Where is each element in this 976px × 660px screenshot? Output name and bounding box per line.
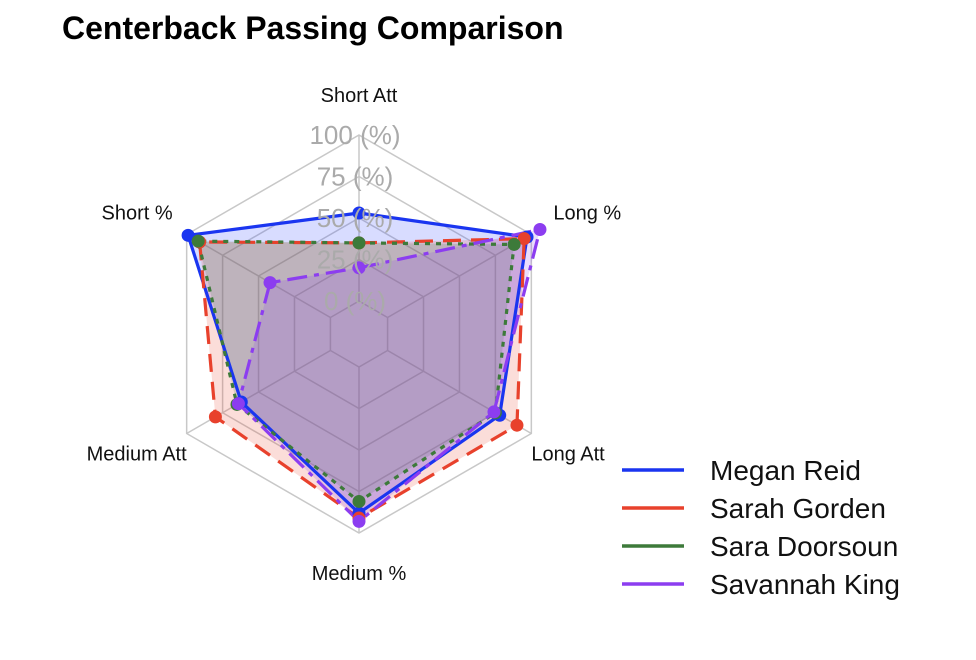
series-area	[238, 229, 540, 522]
data-point	[263, 276, 277, 290]
legend: Megan Reid Sarah Gorden Sara Doorsoun Savan…	[622, 455, 900, 600]
data-point	[191, 234, 205, 248]
axis-label: Long %	[553, 203, 621, 225]
grid-spoke	[186, 233, 331, 319]
data-point	[181, 228, 195, 242]
radial-tick-label: 0 (%)	[324, 286, 386, 316]
data-point	[352, 514, 366, 528]
data-point	[517, 232, 531, 246]
radial-tick-label: 25 (%)	[317, 245, 394, 275]
legend-label: Megan Reid	[710, 455, 861, 486]
radial-tick-label: 100 (%)	[309, 120, 400, 150]
axis-label: Short Att	[321, 85, 398, 107]
axis-label: Short %	[102, 203, 173, 225]
radial-tick-labels: 0 (%) 25 (%) 50 (%) 75 (%) 100 (%)	[309, 120, 400, 316]
data-point	[510, 418, 524, 432]
axis-label: Long Att	[531, 444, 605, 466]
data-point	[533, 223, 547, 237]
legend-label: Savannah King	[710, 569, 900, 600]
data-point	[208, 410, 222, 424]
legend-label: Sarah Gorden	[710, 493, 886, 524]
grid-spoke	[387, 349, 532, 435]
data-point	[352, 236, 366, 250]
series-points	[181, 206, 547, 528]
data-point	[352, 494, 366, 508]
data-point	[352, 206, 366, 220]
radial-tick-label: 75 (%)	[317, 162, 394, 192]
grid-spoke	[387, 233, 532, 319]
data-point	[352, 261, 366, 275]
radial-tick-label: 50 (%)	[317, 203, 394, 233]
data-point	[487, 405, 501, 419]
data-point	[507, 237, 521, 251]
axis-label: Medium %	[312, 563, 407, 585]
axis-labels: Short Att Long % Long Att Medium % Medium At…	[87, 85, 622, 585]
legend-label: Sara Doorsoun	[710, 531, 898, 562]
chart-title: Centerback Passing Comparison	[62, 10, 564, 46]
axis-label: Medium Att	[87, 444, 187, 466]
data-point	[231, 397, 245, 411]
